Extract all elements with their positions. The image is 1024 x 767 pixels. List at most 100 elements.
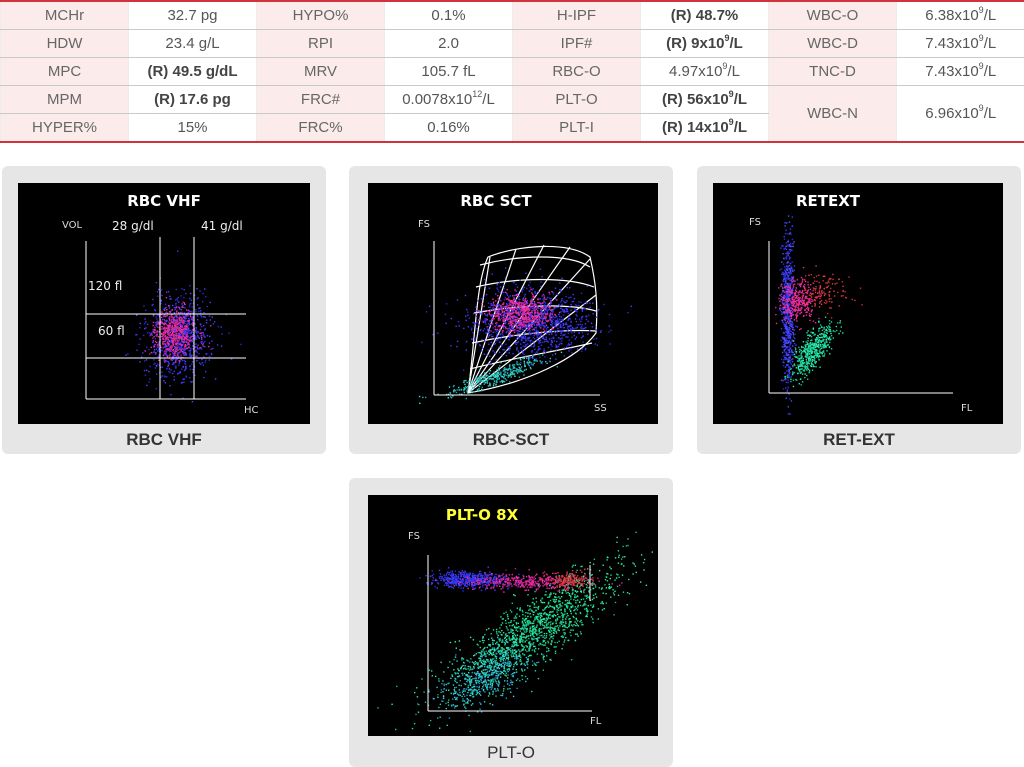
param-label-text: FRC# [300, 91, 341, 108]
param-value: 32.7 pg [128, 1, 257, 30]
ret-ext-y-label: FS [749, 217, 761, 228]
param-label: FRC% [256, 113, 385, 142]
param-label-text: WBC-N [807, 105, 858, 122]
param-value: (R) 49.5 g/dL [128, 57, 257, 86]
param-value: 7.43x109/L [896, 57, 1024, 86]
param-label: RBC-O [512, 57, 641, 86]
param-label-text: H-IPF [556, 7, 597, 24]
param-label: WBC-N [768, 85, 897, 143]
plt-o-plot-title: PLT-O 8X [446, 506, 519, 524]
param-value: 0.0078x1012/L [384, 85, 513, 114]
param-label-text: WBC-D [807, 35, 858, 52]
param-label-text: HDW [46, 35, 83, 52]
param-value-text: 4.97x10 [669, 63, 723, 80]
param-value-text: (R) 9x10 [666, 35, 725, 52]
param-value-exponent: 9 [728, 117, 734, 127]
param-value-unit: /L [983, 7, 997, 24]
param-label-text: HYPO% [292, 7, 349, 24]
param-value-text: 23.4 g/L [165, 35, 220, 52]
param-value-exponent: 9 [978, 5, 984, 15]
param-label: MRV [256, 57, 385, 86]
param-value-text: 7.43x10 [925, 63, 979, 80]
ret-ext-caption: RET-EXT [823, 430, 895, 449]
param-value-text: 15% [177, 119, 208, 136]
param-value-text: (R) 56x10 [661, 91, 729, 108]
param-value-text: (R) 14x10 [661, 119, 729, 136]
ret-ext-plot-title: RETEXT [796, 192, 861, 210]
plt-o-axes [427, 555, 592, 712]
param-value: 15% [128, 113, 257, 142]
param-label-text: WBC-O [806, 7, 859, 24]
ret-ext-axes [768, 241, 953, 394]
param-value-unit: /L [733, 91, 748, 108]
rbc-vhf-plot: RBC VHF VOL HC 28 g/dl 41 g/dl 120 fl 60… [18, 183, 310, 424]
table-row: MPM (R) 17.6 pg FRC# 0.0078x1012/L PLT-O (R) … [0, 85, 1024, 143]
table-row: MPC (R) 49.5 g/dL MRV 105.7 fL RBC-O 4.97x10 9… [0, 57, 1024, 86]
rbc-sct-plot-title: RBC SCT [460, 192, 532, 210]
param-value-text: 7.43x10 [925, 35, 979, 52]
rbc-vhf-caption: RBC VHF [126, 430, 202, 449]
plt-o-caption: PLT-O [487, 743, 535, 762]
param-value-exponent: 9 [724, 33, 730, 43]
rbc-sct-x-label: SS [594, 403, 607, 414]
param-value-unit: /L [482, 91, 495, 108]
plt-o-y-label: FS [408, 531, 420, 542]
param-value-unit: /L [983, 35, 997, 52]
param-label: IPF# [512, 29, 641, 58]
table-row: HYPER% 15% FRC% 0.16% PLT-I (R) 14x109/L [0, 113, 1024, 142]
param-value-text: 0.16% [427, 119, 470, 136]
param-value-text: 6.96x10 [925, 105, 979, 122]
param-label: MPC [0, 57, 129, 86]
param-value: (R) 14x109/L [640, 113, 769, 142]
param-value: 0.1% [384, 1, 513, 30]
ret-ext-panel: RETEXT FS FL RET-EXT [697, 166, 1021, 454]
rbc-vhf-panel: RBC VHF VOL HC 28 g/dl 41 g/dl 120 fl 60… [2, 166, 326, 454]
param-label: PLT-I [512, 113, 641, 142]
param-label-text: TNC-D [809, 63, 856, 80]
plt-o-plot: PLT-O 8X FS FL [368, 495, 658, 736]
rbc-sct-plot: RBC SCT FS SS [368, 183, 658, 424]
rbc-sct-caption: RBC-SCT [472, 430, 550, 449]
param-value-text: (R) 49.5 g/dL [147, 63, 238, 80]
rbc-sct-panel: RBC SCT FS SS RBC-SCT [349, 166, 673, 454]
param-value: (R) 56x109/L [640, 85, 769, 114]
param-value: 2.0 [384, 29, 513, 58]
param-value-unit: /L [983, 63, 997, 80]
param-value-exponent: 9 [978, 61, 984, 71]
param-label: HDW [0, 29, 129, 58]
parameters-table-wrap: MCHr 32.7 pg HYPO% 0.1% H-IPF (R) 48.7% WBC-O 6… [0, 0, 1024, 143]
rbc-sct-y-label: FS [418, 219, 430, 230]
ret-ext-x-label: FL [961, 403, 973, 414]
param-value-unit: /L [729, 35, 743, 52]
rbc-vhf-vol-label: VOL [62, 220, 83, 231]
param-value-text: 6.38x10 [925, 7, 979, 24]
param-value: 23.4 g/L [128, 29, 257, 58]
param-value-exponent: 9 [978, 103, 984, 113]
param-value: 7.43x109/L [896, 29, 1024, 58]
param-label: WBC-D [768, 29, 897, 58]
param-value-exponent: 9 [728, 89, 734, 99]
rbc-vhf-row2-label: 60 fl [98, 324, 125, 338]
param-value-unit: /L [983, 105, 997, 122]
parameters-table-body: MCHr 32.7 pg HYPO% 0.1% H-IPF (R) 48.7% WBC-O 6… [0, 1, 1024, 143]
param-value: 105.7 fL [384, 57, 513, 86]
table-row: HDW 23.4 g/L RPI 2.0 IPF# (R) 9x109/L WBC-D 7.4… [0, 29, 1024, 58]
param-label-text: IPF# [560, 35, 593, 52]
param-label-text: PLT-O [555, 91, 598, 108]
param-label-text: MPM [47, 91, 82, 108]
parameters-table: MCHr 32.7 pg HYPO% 0.1% H-IPF (R) 48.7% WBC-O 6… [0, 0, 1024, 143]
param-value-text: (R) 17.6 pg [154, 91, 231, 108]
param-label: MCHr [0, 1, 129, 30]
param-label-text: MCHr [44, 7, 85, 24]
param-label: RPI [256, 29, 385, 58]
param-value-text: 32.7 pg [167, 7, 218, 24]
param-value-unit: /L [727, 63, 740, 80]
plt-o-x-label: FL [590, 716, 602, 727]
param-label: MPM [0, 85, 129, 114]
param-label: H-IPF [512, 1, 641, 30]
param-value-exponent: 9 [978, 33, 984, 43]
rbc-vhf-grid [85, 237, 246, 400]
ret-ext-plot: RETEXT FS FL [713, 183, 1003, 424]
param-label-text: RBC-O [552, 63, 601, 80]
param-label: HYPER% [0, 113, 129, 142]
